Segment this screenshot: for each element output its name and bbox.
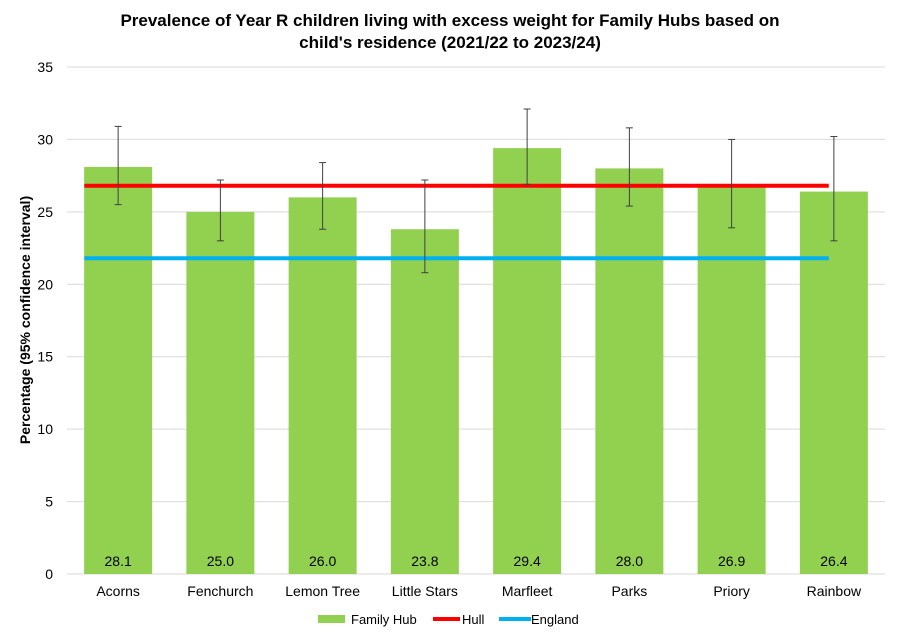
y-tick-label: 5 <box>45 494 53 510</box>
y-tick-label: 35 <box>37 59 53 75</box>
x-tick-label: Little Stars <box>392 583 458 599</box>
x-tick-label: Rainbow <box>807 583 862 599</box>
bar-marfleet <box>493 148 562 574</box>
x-tick-label: Marfleet <box>502 583 553 599</box>
y-tick-label: 20 <box>37 276 53 292</box>
x-tick-label: Parks <box>611 583 647 599</box>
bar-priory <box>697 184 766 574</box>
bar-parks <box>595 168 664 574</box>
chart-title-line-2: child's residence (2021/22 to 2023/24) <box>299 33 601 52</box>
x-tick-label: Lemon Tree <box>285 583 360 599</box>
legend-label-family-hub: Family Hub <box>351 612 417 627</box>
data-label: 26.0 <box>309 553 336 569</box>
data-label: 25.0 <box>207 553 234 569</box>
bar-acorns <box>84 166 153 575</box>
legend-label-england: England <box>531 612 579 627</box>
data-label: 28.1 <box>105 553 132 569</box>
chart-title-line-1: Prevalence of Year R children living wit… <box>120 11 779 30</box>
y-tick-label: 25 <box>37 204 53 220</box>
legend-swatch-family-hub <box>318 615 345 623</box>
bars <box>84 148 868 575</box>
reference-lines <box>84 183 829 261</box>
data-label: 29.4 <box>514 553 541 569</box>
y-tick-label: 15 <box>37 349 53 365</box>
x-tick-label: Fenchurch <box>187 583 253 599</box>
y-tick-label: 0 <box>45 566 53 582</box>
x-axis-ticks: Acorns Fenchurch Lemon Tree Little Stars Mar… <box>96 583 862 599</box>
y-tick-label: 30 <box>37 131 53 147</box>
x-tick-label: Acorns <box>96 583 140 599</box>
legend-label-hull: Hull <box>462 612 485 627</box>
chart-title: Prevalence of Year R children living wit… <box>120 11 779 52</box>
data-label: 28.0 <box>616 553 643 569</box>
bar-fenchurch <box>186 211 255 574</box>
data-label: 23.8 <box>411 553 438 569</box>
y-axis-ticks: 0 5 10 15 20 25 30 35 <box>37 59 53 582</box>
error-bars <box>114 108 838 274</box>
data-labels: 28.1 25.0 26.0 23.8 29.4 28.0 26.9 26.4 <box>105 553 848 569</box>
bar-lemon-tree <box>288 197 357 574</box>
x-tick-label: Priory <box>713 583 750 599</box>
bar-little-stars <box>390 229 459 575</box>
legend: Family Hub Hull England <box>318 612 579 627</box>
bar-rainbow <box>799 191 868 574</box>
data-label: 26.4 <box>820 553 847 569</box>
y-tick-label: 10 <box>37 421 53 437</box>
data-label: 26.9 <box>718 553 745 569</box>
y-axis-label: Percentage (95% confidence interval) <box>17 196 33 444</box>
